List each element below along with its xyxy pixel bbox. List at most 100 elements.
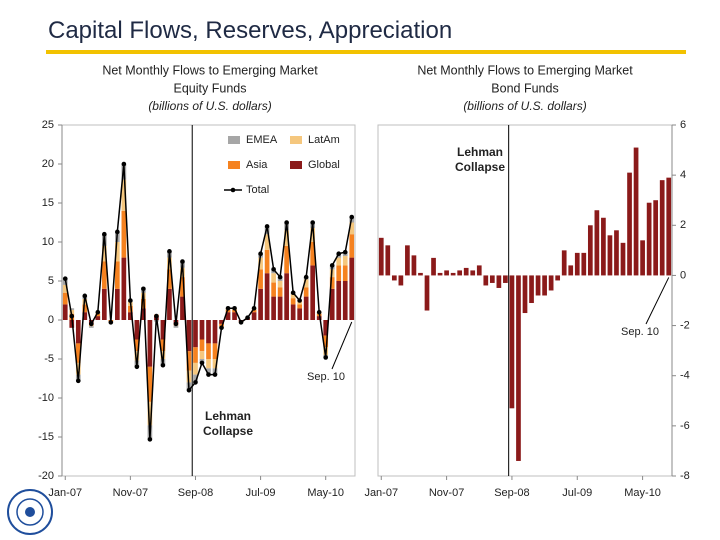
y-tick-label: 0 bbox=[680, 269, 686, 281]
bar bbox=[62, 292, 68, 305]
bar bbox=[284, 230, 289, 246]
annotation: Sep. 10 bbox=[621, 326, 659, 338]
bar bbox=[88, 326, 94, 328]
bar bbox=[147, 366, 153, 402]
y-tick-label: -5 bbox=[44, 353, 54, 365]
x-tick-label: Jul-09 bbox=[562, 487, 592, 499]
bar bbox=[297, 301, 302, 305]
bar bbox=[336, 257, 342, 266]
bar bbox=[594, 210, 600, 276]
total-point bbox=[290, 290, 296, 296]
bar bbox=[199, 351, 205, 359]
bar bbox=[489, 275, 495, 283]
legend-label: Total bbox=[246, 184, 269, 196]
bar bbox=[251, 309, 257, 313]
total-point bbox=[193, 380, 198, 385]
total-point bbox=[167, 249, 172, 254]
bar bbox=[323, 320, 329, 336]
bar bbox=[290, 294, 296, 299]
bar bbox=[277, 281, 283, 288]
bar bbox=[115, 261, 120, 289]
bar bbox=[277, 287, 283, 297]
bar bbox=[297, 308, 302, 320]
legend-swatch bbox=[228, 161, 240, 169]
bar bbox=[516, 275, 521, 461]
bar bbox=[574, 252, 580, 276]
bar bbox=[82, 312, 88, 320]
legend-swatch bbox=[290, 161, 302, 169]
bar bbox=[160, 339, 166, 352]
y-tick-label: -6 bbox=[680, 420, 690, 432]
bar bbox=[69, 320, 75, 328]
bar bbox=[310, 265, 316, 320]
bar bbox=[75, 362, 81, 375]
total-point bbox=[95, 309, 101, 315]
bar bbox=[581, 252, 587, 276]
annotation-arrow bbox=[331, 321, 353, 370]
total-point bbox=[238, 320, 244, 325]
title-rule bbox=[46, 50, 686, 54]
total-point bbox=[69, 313, 75, 319]
chart-title: Equity Funds bbox=[174, 81, 247, 95]
bar bbox=[264, 249, 270, 274]
total-point bbox=[186, 387, 192, 393]
bar bbox=[101, 261, 107, 289]
bar bbox=[141, 308, 146, 320]
bar bbox=[627, 172, 632, 276]
total-point bbox=[251, 306, 257, 311]
bar bbox=[271, 273, 276, 283]
total-point bbox=[316, 309, 322, 315]
bar bbox=[167, 288, 172, 320]
total-point bbox=[199, 360, 205, 366]
y-tick-label: -2 bbox=[680, 319, 690, 331]
total-point bbox=[245, 315, 250, 320]
bar bbox=[659, 180, 665, 276]
chart-title: Net Monthly Flows to Emerging Market bbox=[102, 63, 318, 77]
bar bbox=[193, 374, 198, 383]
bar bbox=[258, 257, 263, 270]
total-point bbox=[160, 362, 166, 368]
bar bbox=[193, 362, 198, 375]
y-tick-label: 6 bbox=[680, 119, 686, 131]
x-tick-label: Jan-07 bbox=[364, 487, 398, 499]
bar bbox=[405, 245, 410, 276]
bar bbox=[666, 177, 672, 276]
annotation-arrow bbox=[645, 277, 670, 325]
bar bbox=[316, 316, 322, 320]
total-point bbox=[323, 355, 329, 360]
bar bbox=[349, 222, 355, 235]
total-point bbox=[277, 274, 283, 280]
bar bbox=[95, 316, 101, 320]
y-tick-label: 25 bbox=[42, 119, 54, 131]
bar bbox=[206, 320, 211, 344]
bar bbox=[444, 270, 449, 276]
x-tick-label: Sep-08 bbox=[178, 487, 213, 499]
legend-swatch bbox=[290, 136, 302, 144]
bar bbox=[336, 265, 342, 281]
bar bbox=[463, 267, 469, 276]
bar bbox=[258, 269, 263, 289]
bar bbox=[349, 257, 355, 320]
x-tick-label: Nov-07 bbox=[113, 487, 148, 499]
bar bbox=[115, 242, 120, 262]
bar bbox=[633, 147, 639, 276]
total-point bbox=[128, 298, 133, 303]
bar bbox=[418, 272, 423, 276]
annotation: Collapse bbox=[203, 424, 253, 438]
bar bbox=[529, 275, 534, 304]
bar bbox=[69, 308, 75, 310]
chart-subtitle: (billions of U.S. dollars) bbox=[463, 99, 586, 113]
bar bbox=[147, 320, 153, 367]
y-tick-label: 10 bbox=[42, 236, 54, 248]
y-tick-label: -4 bbox=[680, 370, 690, 382]
total-point bbox=[271, 267, 276, 272]
bar bbox=[509, 275, 515, 409]
bar bbox=[323, 335, 329, 348]
x-tick-label: May-10 bbox=[624, 487, 661, 499]
y-tick-label: 15 bbox=[42, 197, 54, 209]
x-tick-label: Nov-07 bbox=[429, 487, 464, 499]
annotation: Lehman bbox=[205, 409, 251, 423]
total-point bbox=[82, 293, 88, 299]
bar bbox=[470, 270, 476, 276]
